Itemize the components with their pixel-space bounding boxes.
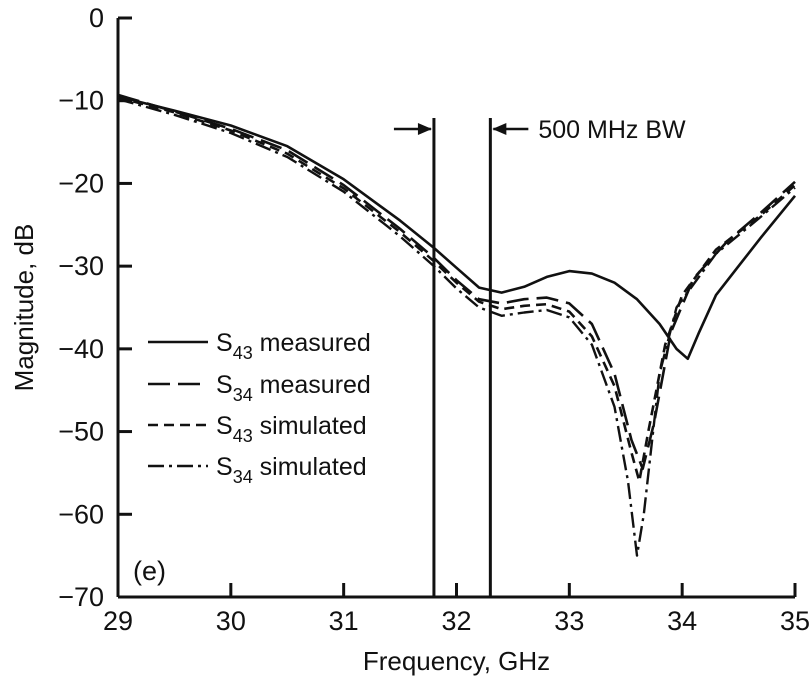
bandwidth-label: 500 MHz BW xyxy=(538,116,686,144)
x-tick-label: 29 xyxy=(103,606,133,636)
x-tick-label: 31 xyxy=(329,606,359,636)
x-tick-label: 34 xyxy=(667,606,697,636)
y-tick-label: −30 xyxy=(58,251,104,281)
series-line-34-simulated xyxy=(117,97,796,557)
arrow-left-head xyxy=(417,123,432,135)
x-tick-label: 33 xyxy=(554,606,584,636)
series-line-34-measured xyxy=(117,93,796,471)
legend-label: S43 measured xyxy=(216,329,371,363)
legend-label: S34 simulated xyxy=(216,453,367,487)
y-tick-label: −20 xyxy=(58,168,104,198)
y-tick-label: −60 xyxy=(58,499,104,529)
y-tick-label: −70 xyxy=(58,582,104,612)
x-tick-label: 35 xyxy=(780,606,809,636)
x-tick-label: 30 xyxy=(216,606,246,636)
series-group xyxy=(117,93,797,557)
y-tick-label: −10 xyxy=(58,86,104,116)
bandwidth-annotation: 500 MHz BW xyxy=(393,116,686,597)
panel-label: (e) xyxy=(133,556,166,586)
legend-label: S34 measured xyxy=(216,371,371,405)
x-axis-title: Frequency, GHz xyxy=(363,646,550,676)
y-axis-title: Magnitude, dB xyxy=(9,224,39,392)
series-line-43-measured xyxy=(117,95,797,361)
legend-label: S43 simulated xyxy=(216,412,367,446)
arrow-right-head xyxy=(492,123,507,135)
y-tick-label: −40 xyxy=(58,334,104,364)
legend: S43 measured S34 measured S43 simulated S34… xyxy=(148,329,371,487)
x-tick-label: 32 xyxy=(441,606,471,636)
axis-titles: Frequency, GHz Magnitude, dB xyxy=(9,224,550,676)
y-tick-label: 0 xyxy=(89,3,104,33)
y-tick-label: −50 xyxy=(58,417,104,447)
